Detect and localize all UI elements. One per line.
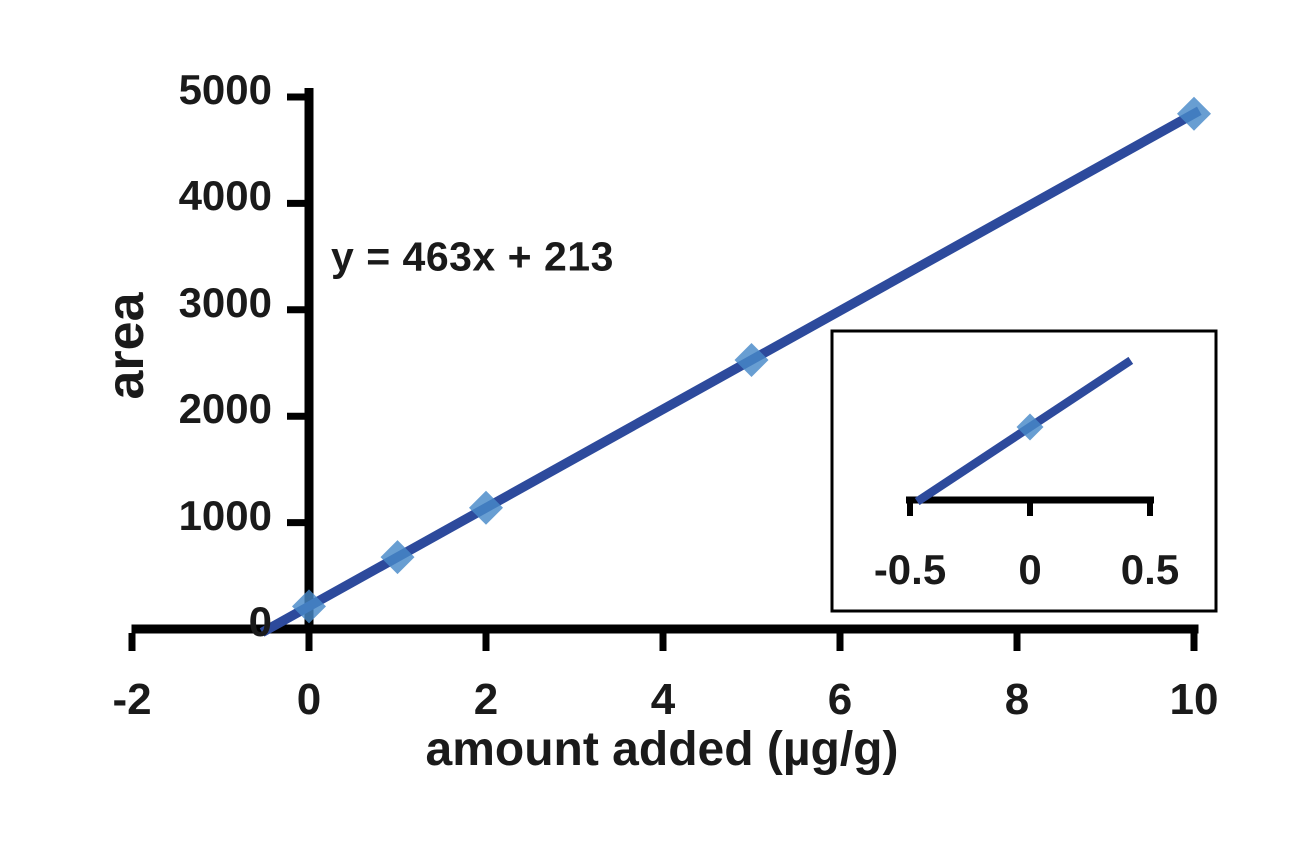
inset-data-point: [1016, 413, 1044, 441]
y-tick-label: 0: [248, 598, 272, 645]
x-axis-title: amount added (µg/g): [425, 723, 899, 776]
x-tick-label: -2: [112, 675, 152, 724]
y-tick-label: 5000: [178, 66, 272, 113]
x-tick-label: 0: [296, 675, 322, 724]
data-point: [292, 589, 326, 624]
x-tick-label: 6: [827, 675, 853, 724]
inset-x-tick-label: 0.5: [1120, 546, 1180, 593]
data-point: [469, 490, 503, 525]
x-tick-label: 4: [650, 675, 676, 724]
x-tick-label: 8: [1004, 675, 1030, 724]
trendline: [259, 106, 1202, 637]
inset-x-tick-label: 0: [1018, 546, 1042, 593]
x-tick-label: 10: [1169, 675, 1219, 724]
x-tick-label: 2: [473, 675, 499, 724]
data-point: [734, 343, 769, 378]
y-tick-label: 3000: [178, 278, 272, 326]
data-point: [380, 540, 415, 575]
data-point: [1177, 96, 1211, 131]
y-tick-label: 2000: [178, 385, 272, 433]
y-axis-title: area: [97, 292, 155, 400]
y-tick-label: 4000: [178, 172, 272, 220]
inset-x-tick-label: -0.5: [873, 546, 947, 593]
trendline-equation: y = 463x + 213: [331, 233, 614, 280]
inset-box: [830, 329, 1218, 613]
y-tick-label: 1000: [178, 491, 272, 539]
